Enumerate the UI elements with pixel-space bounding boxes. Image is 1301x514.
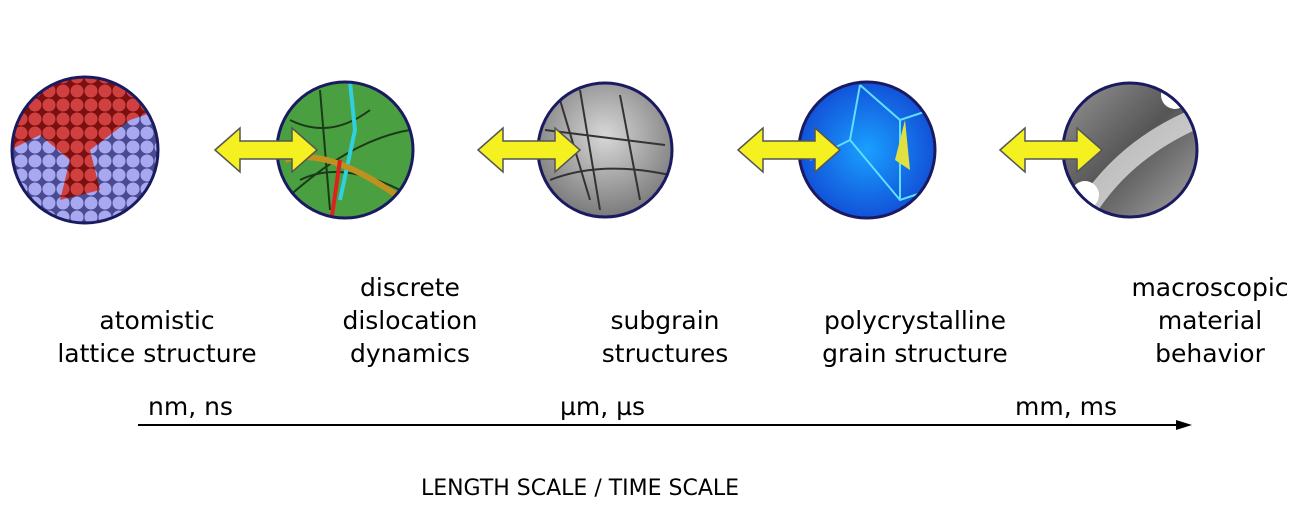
stage-label: discrete [360, 273, 460, 302]
stage-label: atomistic [99, 306, 214, 335]
stage-label: grain structure [822, 339, 1008, 368]
axis-arrow-head [1176, 420, 1192, 430]
stage-label: dynamics [350, 339, 470, 368]
scale-label: nm, ns [148, 392, 233, 421]
stage-labels: atomistic lattice structure discrete disloc… [57, 273, 1288, 368]
stage-label: lattice structure [57, 339, 256, 368]
stage-label: subgrain [611, 306, 720, 335]
scale-label: µm, µs [560, 392, 645, 421]
scale-label: mm, ms [1015, 392, 1117, 421]
stage-label: dislocation [342, 306, 477, 335]
diagram: atomistic lattice structure discrete disloc… [0, 0, 1301, 514]
stage-label: material [1158, 306, 1262, 335]
stage-label: polycrystalline [824, 306, 1006, 335]
stage-label: macroscopic [1131, 273, 1288, 302]
stage-label: structures [602, 339, 728, 368]
stage-label: behavior [1155, 339, 1265, 368]
axis-label: LENGTH SCALE / TIME SCALE [421, 476, 739, 501]
